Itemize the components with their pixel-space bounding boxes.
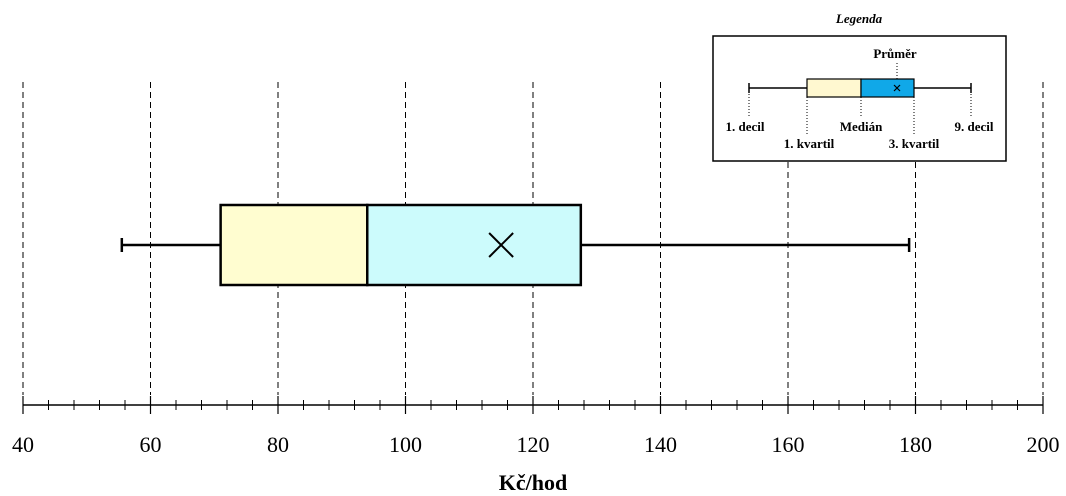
legend-decile9-label: 9. decil [955,119,994,134]
legend-upper-box [860,78,915,98]
lower-box [219,203,369,287]
x-tick-label: 140 [644,432,677,457]
x-tick-label: 200 [1027,432,1060,457]
legend-frame [712,35,1007,162]
x-tick-label: 80 [267,432,289,457]
legend-quartile3-label: 3. kvartil [889,136,940,151]
legend-quartile1-label: 1. kvartil [784,136,835,151]
legend-mean-label: Průměr [873,46,917,61]
legend: Legenda Průměr 1. decil 1. kvartil Mediá… [712,11,1007,162]
legend-median-label: Medián [840,119,883,134]
x-axis: 40 60 80 100 120 140 160 180 200 [12,396,1060,457]
legend-decile1-label: 1. decil [726,119,765,134]
x-axis-minor-ticks [48,400,1018,410]
legend-lower-box [806,78,862,98]
legend-title: Legenda [835,11,883,26]
x-axis-major-ticks [22,396,1044,414]
x-tick-label: 40 [12,432,34,457]
legend-sample-box [748,63,972,134]
x-tick-label: 100 [389,432,422,457]
box-plot [120,203,911,287]
x-axis-title: Kč/hod [499,470,567,495]
mean-marker-stroke [488,232,514,258]
x-tick-label: 120 [517,432,550,457]
x-axis-tick-labels: 40 60 80 100 120 140 160 180 200 [12,432,1060,457]
x-tick-label: 60 [140,432,162,457]
legend-mean-marker [893,84,901,92]
x-tick-label: 180 [899,432,932,457]
upper-box [366,203,583,287]
x-tick-label: 160 [772,432,805,457]
mean-marker [488,232,514,258]
